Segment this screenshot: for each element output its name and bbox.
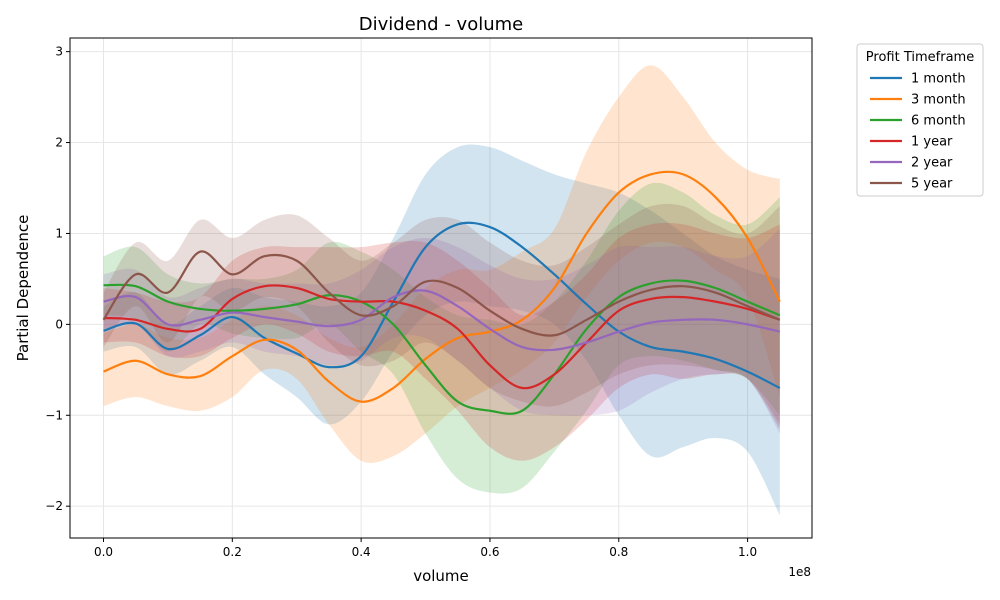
y-tick-label: 0 <box>55 317 63 331</box>
confidence-band-1-month <box>103 144 780 516</box>
x-tick-label: 0.2 <box>223 545 242 559</box>
legend-item-2-year: 2 year <box>870 156 953 171</box>
legend-label: 2 year <box>911 156 953 171</box>
legend-title: Profit Timeframe <box>866 50 974 65</box>
confidence-band-6-month <box>103 182 780 494</box>
y-tick-label: −1 <box>45 408 63 422</box>
legend-label: 1 year <box>911 135 953 150</box>
confidence-band-3-month <box>103 65 780 463</box>
series-line-3-month <box>103 170 781 403</box>
confidence-band-1-year <box>103 222 780 461</box>
x-tick-label: 1.0 <box>738 545 757 559</box>
series-line-5-year <box>102 250 781 337</box>
legend-item-1-month: 1 month <box>870 72 966 87</box>
y-tick-label: −2 <box>45 499 63 513</box>
ticks-layer: 0.0 0.2 0.4 0.6 0.8 1.0 −2 −1 0 1 2 3 <box>45 45 757 559</box>
y-tick-label: 1 <box>55 226 63 240</box>
confidence-bands-layer <box>103 65 780 516</box>
legend-label: 5 year <box>911 177 953 192</box>
x-tick-label: 0.8 <box>609 545 628 559</box>
y-axis-label: Partial Dependence <box>14 215 32 362</box>
legend-label: 3 month <box>911 93 966 108</box>
series-line-1-month <box>103 221 781 389</box>
x-axis-label: volume <box>413 567 469 585</box>
legend-item-1-year: 1 year <box>870 135 953 150</box>
legend-item-6-month: 6 month <box>870 114 966 129</box>
legend-item-5-year: 5 year <box>870 177 953 192</box>
series-line-6-month <box>103 279 781 415</box>
x-tick-label: 0.4 <box>352 545 371 559</box>
plot-frame <box>69 37 813 539</box>
legend-items: 1 month 3 month 6 month 1 year 2 year 5 year <box>870 72 966 192</box>
chart-title: Dividend - volume <box>359 14 523 35</box>
series-line-2-year <box>103 289 781 352</box>
x-tick-label: 0.0 <box>94 545 113 559</box>
legend-item-3-month: 3 month <box>870 93 966 108</box>
confidence-band-5-year <box>103 203 780 429</box>
legend-label: 1 month <box>911 72 966 87</box>
x-axis-offset-text: 1e8 <box>788 565 811 579</box>
y-tick-label: 2 <box>55 136 63 150</box>
confidence-band-2-year <box>103 228 780 434</box>
series-lines-layer <box>102 170 781 415</box>
x-tick-label: 0.6 <box>480 545 499 559</box>
legend-label: 6 month <box>911 114 966 129</box>
legend-box <box>856 43 984 197</box>
y-tick-label: 3 <box>55 45 63 59</box>
